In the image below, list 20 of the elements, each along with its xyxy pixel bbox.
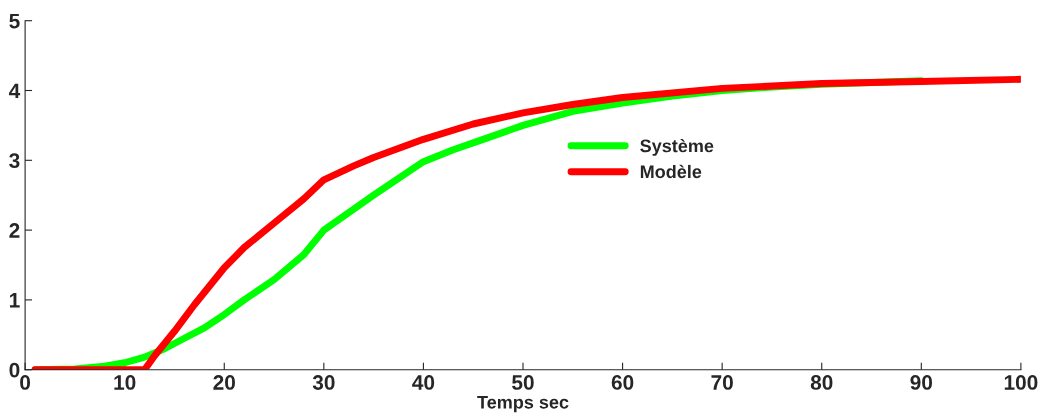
x-tick-label: 30 xyxy=(312,375,335,390)
y-tick-label: 3 xyxy=(9,153,20,169)
x-tick-label: 70 xyxy=(711,375,733,390)
x-tick-label: 0 xyxy=(20,375,31,390)
y-tick-label: 2 xyxy=(9,223,20,238)
y-tick-label: 1 xyxy=(9,293,20,308)
legend-label: Système xyxy=(640,138,714,156)
x-tick-label: 60 xyxy=(611,375,634,390)
x-tick-label: 100 xyxy=(1004,375,1038,390)
x-tick-label: 20 xyxy=(213,375,235,390)
x-axis-title: Temps sec xyxy=(477,396,569,413)
x-tick-label: 50 xyxy=(512,375,534,390)
y-tick-label: 4 xyxy=(8,83,21,99)
x-tick-label: 10 xyxy=(114,375,136,390)
x-tick-label: 90 xyxy=(910,375,933,390)
y-tick-label: 0 xyxy=(9,362,20,378)
x-tick-label: 40 xyxy=(412,375,435,390)
y-tick-label: 5 xyxy=(9,13,20,29)
x-tick-label: 80 xyxy=(810,375,833,390)
legend-label: Modèle xyxy=(640,164,702,179)
